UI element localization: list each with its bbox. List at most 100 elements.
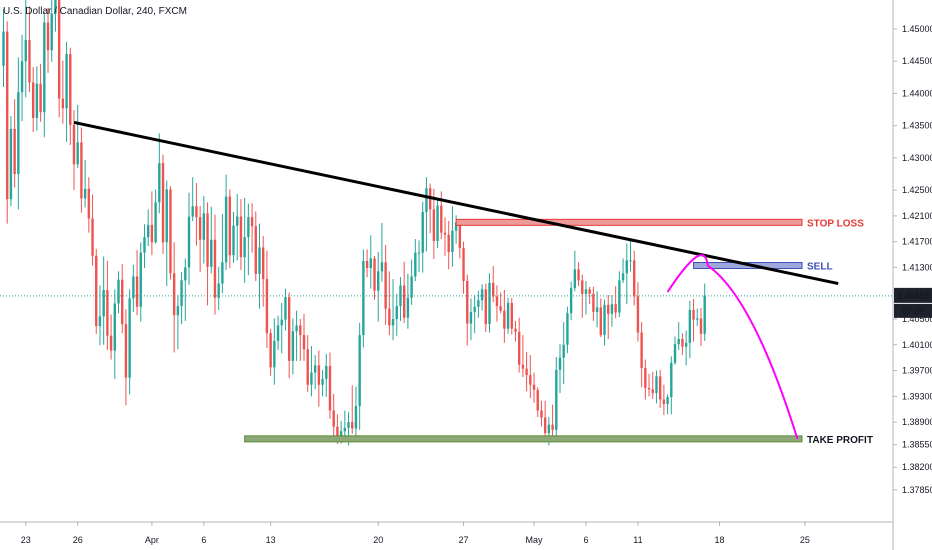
candle (135, 250, 139, 316)
price-tick-label: 1.41300 (902, 262, 932, 272)
candle (221, 213, 224, 294)
time-tick-label: 26 (73, 535, 83, 545)
candle (425, 177, 428, 252)
time-tick-label: 6 (201, 535, 206, 545)
candle (432, 188, 436, 260)
candle-body (391, 319, 395, 326)
candle-body (618, 280, 621, 313)
time-tick-label: 20 (373, 535, 383, 545)
price-tick-label: 1.39300 (902, 391, 932, 401)
price-tick-label: 1.45000 (902, 24, 932, 34)
candle (83, 159, 87, 208)
time-axis[interactable]: 23 26 Apr 6 13 20 27 May 6 11 18 25 (21, 522, 810, 545)
candle-body (176, 306, 180, 316)
candle (469, 298, 473, 341)
candle-body (276, 325, 280, 341)
candle (217, 266, 220, 310)
candle (9, 116, 13, 207)
candle (354, 386, 358, 441)
candle-body (347, 422, 350, 428)
candle-body (473, 306, 476, 312)
candle-body (477, 300, 480, 307)
candle (473, 295, 476, 334)
candle (191, 177, 194, 222)
candle (31, 67, 35, 133)
annotations: STOP LOSS SELL TAKE PROFIT (73, 120, 875, 447)
candle (633, 250, 636, 306)
candle (213, 214, 217, 315)
candle (402, 261, 406, 323)
take-profit-label-bg (805, 433, 875, 447)
sell-label: SELL (807, 262, 833, 273)
candle (113, 289, 116, 379)
candle-body (547, 424, 551, 434)
candle-body (529, 375, 532, 385)
candle-body (569, 288, 573, 314)
candle-body (95, 255, 98, 327)
candle (273, 318, 276, 385)
candle (321, 369, 324, 397)
candle-body (417, 252, 421, 254)
candle (517, 317, 521, 373)
price-tick-label: 1.41700 (902, 237, 932, 247)
candle (399, 277, 402, 321)
candle-body (517, 331, 521, 365)
candle-body (362, 261, 365, 336)
candle-body (380, 262, 384, 272)
candle (165, 180, 168, 287)
candle (391, 279, 395, 341)
countdown-badge (894, 303, 932, 318)
take-profit-box (244, 435, 803, 443)
candle (358, 322, 361, 430)
candle (621, 258, 625, 283)
candle (139, 242, 142, 322)
time-tick-label: 23 (21, 535, 31, 545)
candle (555, 357, 558, 443)
candle (588, 286, 591, 305)
price-tick-label: 1.40100 (902, 340, 932, 350)
candle (232, 212, 235, 263)
candle-body (458, 222, 462, 249)
time-tick-label: May (526, 535, 544, 545)
candle-body (6, 31, 9, 200)
candle-body (57, 0, 61, 99)
candle (492, 266, 495, 303)
candle (488, 273, 491, 333)
candle-body (243, 237, 246, 258)
candle (184, 258, 187, 321)
stop-loss-box (455, 218, 803, 226)
candle (24, 0, 27, 98)
candle-body (284, 297, 287, 320)
candle-body (703, 295, 706, 334)
candle (562, 322, 565, 385)
candle-body (146, 224, 150, 238)
candle-body (492, 282, 495, 297)
candle-body (595, 307, 599, 312)
candle (236, 193, 239, 261)
candle-body (124, 324, 128, 378)
candle-body (202, 213, 206, 240)
price-tick-label: 1.43000 (902, 153, 932, 163)
candle (180, 271, 183, 325)
candle-body (532, 384, 536, 390)
candle (46, 7, 50, 73)
candle-body (161, 163, 165, 243)
candle (499, 292, 502, 314)
candle (310, 346, 313, 397)
candle (484, 283, 487, 332)
candle (658, 369, 662, 408)
price-axis[interactable]: 1.45000 1.44500 1.44000 1.43500 1.43000 1.425… (893, 24, 932, 495)
candle (65, 41, 68, 142)
candle (176, 295, 180, 350)
price-tick-label: 1.44500 (902, 56, 932, 66)
candle (210, 206, 213, 274)
candle (158, 133, 161, 214)
candle (380, 222, 384, 282)
candle-body (414, 252, 417, 277)
candle (328, 352, 332, 419)
candle (54, 0, 57, 32)
candle (577, 262, 580, 287)
candle (373, 255, 376, 300)
candle (688, 300, 692, 359)
